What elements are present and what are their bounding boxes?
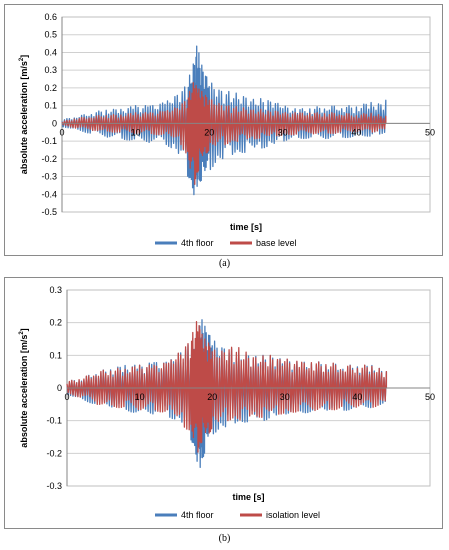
y-tick-label: -0.2 [41,154,57,164]
legend: 4th floor isolation level [155,510,320,520]
y-axis-title-end: ] [19,55,29,58]
y-tick-label: -0.5 [41,207,57,217]
y-axis-title-main: absolute acceleration [m/s [19,61,29,174]
series-line-secondary [66,320,388,453]
y-tick-label: 0.5 [44,30,57,40]
chart-panel-a: -0.5 -0.4 -0.3 -0.2 -0.1 0 0.1 0.2 0.3 0.4 0.5 0.6 0… [4,4,443,256]
y-tick-label: 0.2 [49,318,62,328]
chart-panel-b: -0.3 -0.2 -0.1 0 0.1 0.2 0.3 0 10 20 30 40 50 time [s… [4,277,443,529]
y-tick-label: 0 [57,383,62,393]
x-axis-title: time [s] [232,492,264,502]
y-tick-label: 0.3 [49,285,62,295]
x-tick-label: 50 [425,127,435,137]
x-axis-title: time [s] [230,222,262,232]
y-tick-label: 0.6 [44,12,57,22]
x-tick-label: 30 [278,127,288,137]
x-tick-label: 10 [131,127,141,137]
x-tick-label: 0 [64,392,69,402]
x-tick-label: 10 [135,392,145,402]
legend-label: 4th floor [181,238,214,248]
y-tick-label: -0.4 [41,189,57,199]
x-tick-label: 20 [204,127,214,137]
y-axis-title: absolute acceleration [m/s2] [19,55,29,174]
y-axis-title-sup: 2 [19,331,25,335]
legend: 4th floor base level [155,238,297,248]
y-tick-label: -0.2 [46,448,62,458]
y-axis-title-end: ] [19,328,29,331]
y-tick-label: -0.3 [46,481,62,491]
y-axis-title-sup: 2 [19,57,25,61]
legend-label: isolation level [266,510,320,520]
y-axis-title: absolute acceleration [m/s2] [19,328,29,447]
y-tick-label: 0 [52,118,57,128]
y-tick-label: 0.4 [44,47,57,57]
x-tick-label: 30 [280,392,290,402]
y-tick-label: -0.1 [41,136,57,146]
legend-label: base level [256,238,297,248]
series-line-secondary [61,82,387,185]
chart-a-svg: -0.5-0.4-0.3-0.2-0.100.10.20.30.40.50.60… [19,12,435,248]
x-tick-label: 40 [352,392,362,402]
y-tick-label: 0.1 [49,350,62,360]
y-tick-label: 0.2 [44,83,57,93]
y-tick-label: -0.1 [46,416,62,426]
panel-caption-b: (b) [218,533,231,544]
x-tick-label: 20 [207,392,217,402]
x-tick-label: 0 [59,127,64,137]
y-tick-label: -0.3 [41,172,57,182]
y-tick-label: 0.1 [44,101,57,111]
x-tick-label: 50 [425,392,435,402]
y-axis-title-main: absolute acceleration [m/s [19,335,29,448]
x-tick-label: 40 [351,127,361,137]
legend-label: 4th floor [181,510,214,520]
panel-caption-a: (a) [218,258,231,269]
y-tick-label: 0.3 [44,65,57,75]
chart-b-svg: -0.3 -0.2 -0.1 0 0.1 0.2 0.3 0 10 20 30 40 50 time [s… [19,285,435,520]
